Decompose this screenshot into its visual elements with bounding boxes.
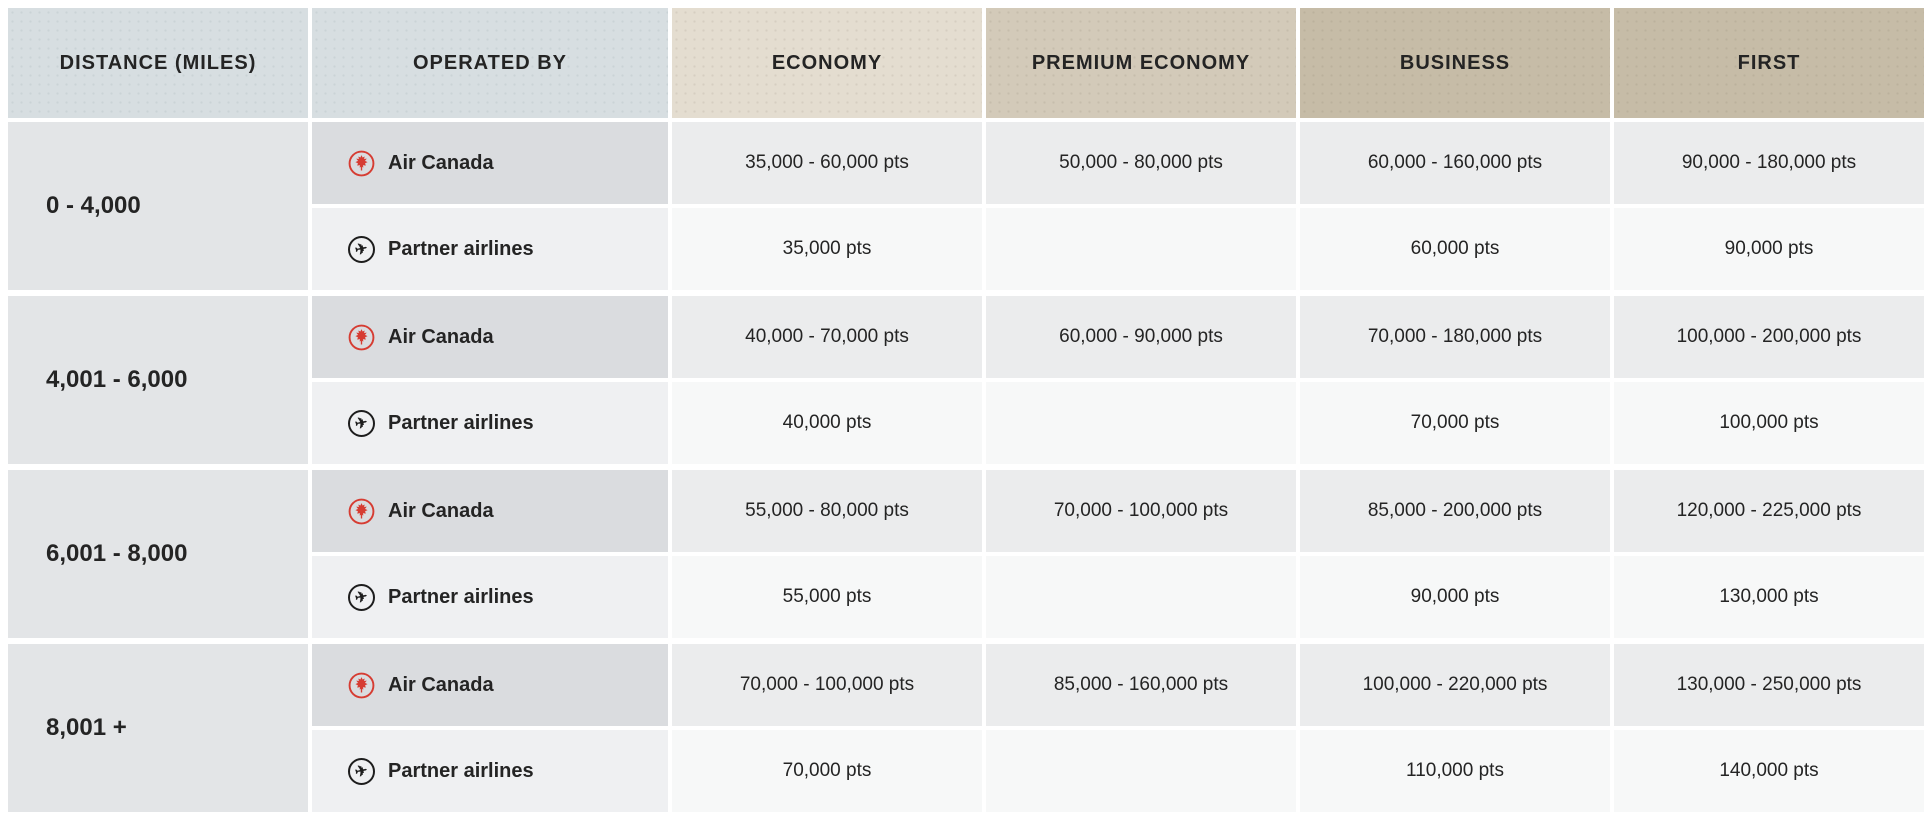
points-cell-business: 70,000 - 180,000 pts: [1300, 296, 1610, 378]
points-cell-economy: 70,000 pts: [672, 730, 982, 812]
operator-partner-airlines-label: Partner airlines: [388, 585, 534, 608]
points-cell-business: 60,000 - 160,000 pts: [1300, 122, 1610, 204]
distance-band: 8,001 + Air Canada 70,000 - 100,000 pts 85…: [8, 644, 1924, 812]
points-cell-economy: 40,000 - 70,000 pts: [672, 296, 982, 378]
points-cell-first: 120,000 - 225,000 pts: [1614, 470, 1924, 552]
points-cell-premium-economy: [986, 730, 1296, 812]
operator-air-canada-label: Air Canada: [388, 673, 494, 696]
operator-cell-air-canada: Air Canada: [312, 470, 668, 552]
header-distance: DISTANCE (MILES): [8, 8, 308, 118]
points-cell-economy: 55,000 pts: [672, 556, 982, 638]
airplane-circle-icon: ✈: [348, 409, 375, 437]
header-operated-by: OPERATED BY: [312, 8, 668, 118]
operator-cell-partner: ✈ Partner airlines: [312, 208, 668, 290]
airplane-circle-icon: ✈: [348, 583, 375, 611]
table-header-row: DISTANCE (MILES) OPERATED BY ECONOMY PRE…: [8, 8, 1924, 118]
operator-cell-air-canada: Air Canada: [312, 122, 668, 204]
distance-band: 4,001 - 6,000 Air Canada 40,000 - 70,000 …: [8, 296, 1924, 464]
maple-leaf-roundel-icon: [348, 150, 375, 176]
operator-cell-air-canada: Air Canada: [312, 644, 668, 726]
airplane-circle-icon: ✈: [348, 757, 375, 785]
points-cell-first: 100,000 - 200,000 pts: [1614, 296, 1924, 378]
distance-band: 6,001 - 8,000 Air Canada 55,000 - 80,000 …: [8, 470, 1924, 638]
distance-band: 0 - 4,000 Air Canada 35,000 - 60,000 pts 5…: [8, 122, 1924, 290]
points-cell-first: 100,000 pts: [1614, 382, 1924, 464]
operator-air-canada-label: Air Canada: [388, 151, 494, 174]
distance-range-label: 8,001 +: [8, 644, 308, 812]
points-cell-economy: 70,000 - 100,000 pts: [672, 644, 982, 726]
header-economy: ECONOMY: [672, 8, 982, 118]
header-premium-economy: PREMIUM ECONOMY: [986, 8, 1296, 118]
points-cell-premium-economy: 50,000 - 80,000 pts: [986, 122, 1296, 204]
points-cell-economy: 35,000 pts: [672, 208, 982, 290]
operator-partner-airlines-label: Partner airlines: [388, 237, 534, 260]
maple-leaf-roundel-icon: [348, 324, 375, 350]
points-cell-economy: 40,000 pts: [672, 382, 982, 464]
points-cell-business: 85,000 - 200,000 pts: [1300, 470, 1610, 552]
operator-air-canada-label: Air Canada: [388, 325, 494, 348]
maple-leaf-roundel-icon: [348, 498, 375, 524]
points-cell-first: 90,000 pts: [1614, 208, 1924, 290]
header-first: FIRST: [1614, 8, 1924, 118]
points-cell-business: 100,000 - 220,000 pts: [1300, 644, 1610, 726]
points-cell-first: 90,000 - 180,000 pts: [1614, 122, 1924, 204]
points-cell-premium-economy: [986, 382, 1296, 464]
operator-air-canada-label: Air Canada: [388, 499, 494, 522]
points-cell-premium-economy: 85,000 - 160,000 pts: [986, 644, 1296, 726]
points-cell-business: 110,000 pts: [1300, 730, 1610, 812]
points-cell-first: 130,000 - 250,000 pts: [1614, 644, 1924, 726]
distance-range-label: 6,001 - 8,000: [8, 470, 308, 638]
maple-leaf-roundel-icon: [348, 672, 375, 698]
points-cell-premium-economy: 70,000 - 100,000 pts: [986, 470, 1296, 552]
airplane-circle-icon: ✈: [348, 235, 375, 263]
table-body: 0 - 4,000 Air Canada 35,000 - 60,000 pts 5…: [8, 122, 1924, 812]
points-cell-economy: 35,000 - 60,000 pts: [672, 122, 982, 204]
points-cell-economy: 55,000 - 80,000 pts: [672, 470, 982, 552]
distance-range-label: 4,001 - 6,000: [8, 296, 308, 464]
points-cell-premium-economy: [986, 208, 1296, 290]
points-cell-business: 60,000 pts: [1300, 208, 1610, 290]
operator-partner-airlines-label: Partner airlines: [388, 759, 534, 782]
header-business: BUSINESS: [1300, 8, 1610, 118]
operator-cell-air-canada: Air Canada: [312, 296, 668, 378]
operator-cell-partner: ✈ Partner airlines: [312, 730, 668, 812]
points-cell-premium-economy: 60,000 - 90,000 pts: [986, 296, 1296, 378]
operator-cell-partner: ✈ Partner airlines: [312, 382, 668, 464]
points-cell-first: 130,000 pts: [1614, 556, 1924, 638]
operator-cell-partner: ✈ Partner airlines: [312, 556, 668, 638]
points-cell-business: 70,000 pts: [1300, 382, 1610, 464]
distance-range-label: 0 - 4,000: [8, 122, 308, 290]
operator-partner-airlines-label: Partner airlines: [388, 411, 534, 434]
points-cell-first: 140,000 pts: [1614, 730, 1924, 812]
flight-rewards-table: DISTANCE (MILES) OPERATED BY ECONOMY PRE…: [8, 8, 1924, 812]
points-cell-premium-economy: [986, 556, 1296, 638]
points-cell-business: 90,000 pts: [1300, 556, 1610, 638]
